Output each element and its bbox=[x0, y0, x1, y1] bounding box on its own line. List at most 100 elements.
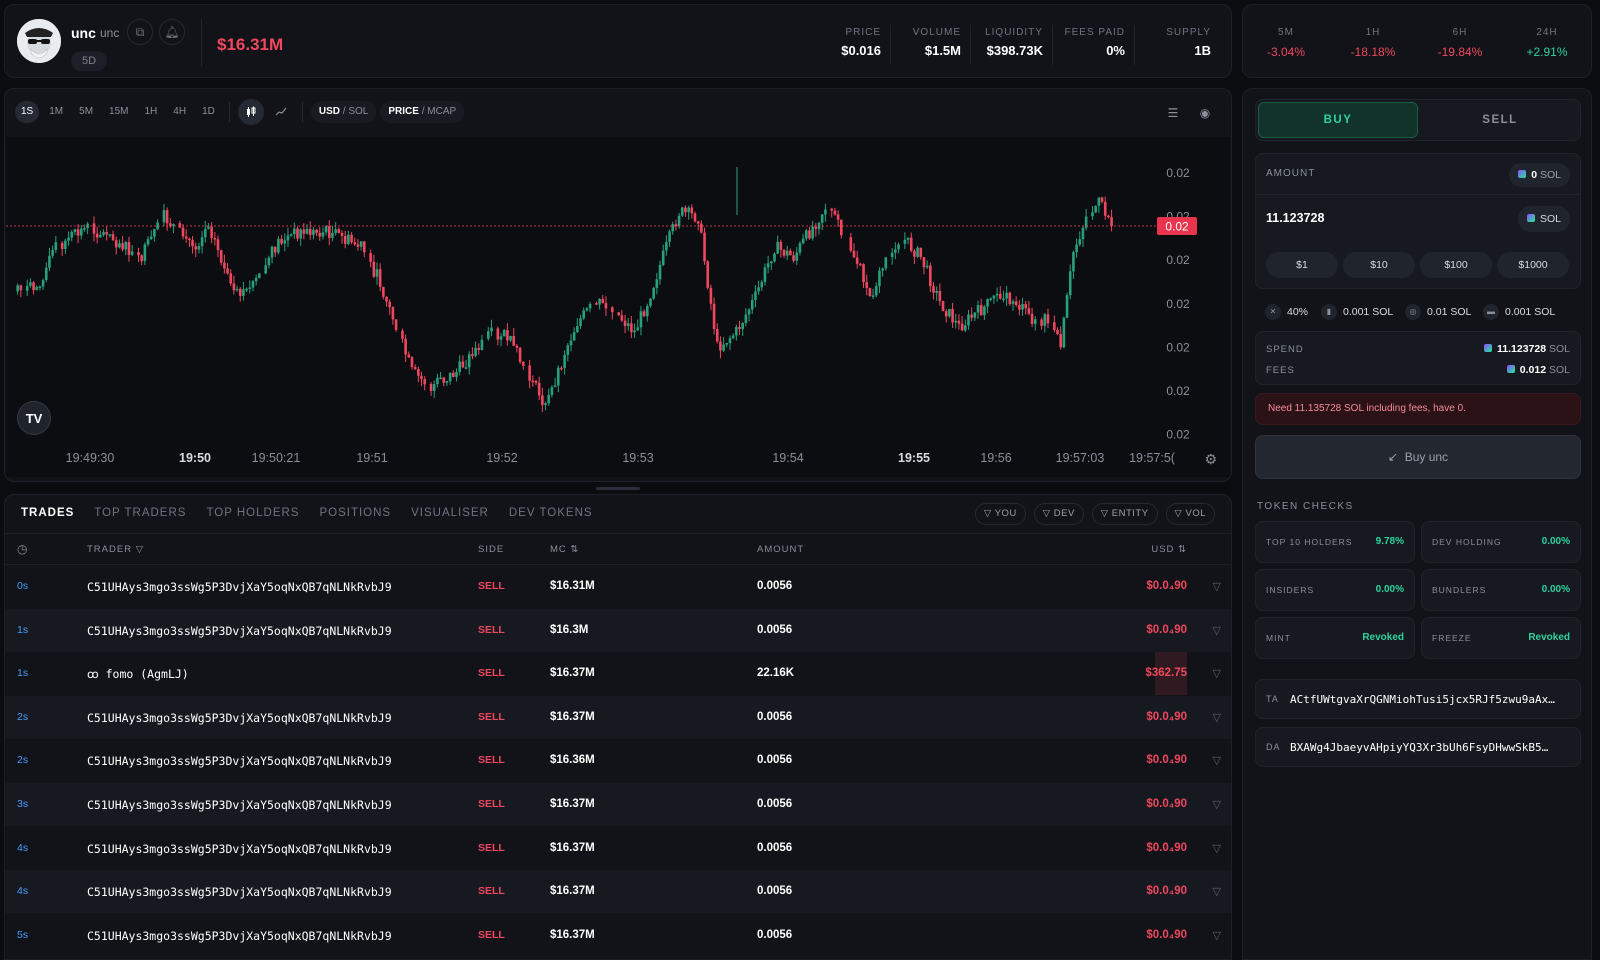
col-usd[interactable]: USD ⇅ bbox=[1151, 544, 1187, 555]
candles-type-button[interactable] bbox=[237, 99, 264, 125]
tab-trades[interactable]: TRADES bbox=[21, 507, 75, 519]
tab-dev-tokens[interactable]: DEV TOKENS bbox=[508, 507, 593, 519]
trade-age: 4s bbox=[17, 841, 29, 854]
token-avatar[interactable] bbox=[17, 19, 61, 63]
clock-icon[interactable]: ◷ bbox=[17, 542, 29, 556]
filter-icon: ▽ bbox=[1174, 508, 1183, 519]
timeframe-5m[interactable]: 5M bbox=[79, 106, 94, 117]
timeframe-15m[interactable]: 15M bbox=[109, 106, 129, 117]
sort-icon: ⇅ bbox=[1178, 544, 1187, 555]
trade-trader[interactable]: ꝏ fomo (AgmLJ) bbox=[87, 667, 189, 682]
trade-trader[interactable]: C51UHAys3mgo3ssWg5P3DvjXaY5oqNxQB7qNLNkR… bbox=[87, 754, 392, 769]
candle-body bbox=[515, 345, 519, 348]
trade-trader[interactable]: C51UHAys3mgo3ssWg5P3DvjXaY5oqNxQB7qNLNkR… bbox=[87, 710, 392, 725]
currency-toggle[interactable]: USD / SOL bbox=[310, 101, 377, 123]
candle-body bbox=[512, 335, 516, 346]
preset-1[interactable]: $1 bbox=[1266, 252, 1338, 278]
timeframe-1h[interactable]: 1H bbox=[144, 106, 158, 117]
trade-trader[interactable]: C51UHAys3mgo3ssWg5P3DvjXaY5oqNxQB7qNLNkR… bbox=[87, 928, 392, 943]
tip-setting[interactable]: ◎ 0.01 SOL bbox=[1405, 304, 1471, 320]
filter-trader-icon[interactable]: ▽ bbox=[1212, 581, 1221, 593]
tab-top-holders[interactable]: TOP HOLDERS bbox=[206, 507, 300, 519]
candle-body bbox=[289, 234, 293, 236]
tab-top-traders[interactable]: TOP TRADERS bbox=[94, 507, 187, 519]
line-type-button[interactable] bbox=[268, 99, 294, 125]
chart-settings-button[interactable]: ⚙ bbox=[1204, 451, 1217, 468]
table-row[interactable]: 5s C51UHAys3mgo3ssWg5P3DvjXaY5oqNxQB7qNLN… bbox=[5, 914, 1231, 957]
y-tick-label: 0.02 bbox=[1166, 166, 1190, 180]
trade-trader[interactable]: C51UHAys3mgo3ssWg5P3DvjXaY5oqNxQB7qNLNkR… bbox=[87, 623, 392, 638]
table-row[interactable]: 3s C51UHAys3mgo3ssWg5P3DvjXaY5oqNxQB7qNLN… bbox=[5, 783, 1231, 826]
table-row[interactable]: 2s C51UHAys3mgo3ssWg5P3DvjXaY5oqNxQB7qNLN… bbox=[5, 695, 1231, 739]
amount-input[interactable]: 11.123728 bbox=[1266, 211, 1325, 225]
tab-visualiser[interactable]: VISUALISER bbox=[411, 507, 489, 519]
timeframe-4h[interactable]: 4H bbox=[173, 106, 187, 117]
preset-1000[interactable]: $1000 bbox=[1497, 252, 1569, 278]
candle-body bbox=[248, 287, 252, 290]
tab-positions[interactable]: POSITIONS bbox=[319, 507, 392, 519]
dev-address-box[interactable]: DA BXAWg4JbaeyvAHpiyYQ3Xr3bUh6FsyDHwwSkB… bbox=[1255, 727, 1581, 767]
table-row[interactable]: 1s C51UHAys3mgo3ssWg5P3DvjXaY5oqNxQB7qNLN… bbox=[5, 608, 1231, 652]
candle-body bbox=[337, 229, 341, 233]
amount-label: AMOUNT bbox=[1266, 168, 1316, 179]
tradingview-logo-icon[interactable]: TV bbox=[17, 401, 51, 435]
sell-tab[interactable]: SELL bbox=[1482, 114, 1518, 126]
candle-body bbox=[849, 237, 853, 251]
filter-trader-icon[interactable]: ▽ bbox=[1212, 624, 1221, 637]
token-address-box[interactable]: TA ACtfUWtgvaXrQGNMiohTusi5jcx5RJf5zwu9a… bbox=[1255, 679, 1581, 719]
timeframe-1m[interactable]: 1M bbox=[49, 106, 64, 117]
amount-unit-selector[interactable]: SOL bbox=[1517, 206, 1570, 232]
trade-trader[interactable]: C51UHAys3mgo3ssWg5P3DvjXaY5oqNxQB7qNLNkR… bbox=[87, 798, 392, 812]
da-value[interactable]: BXAWg4JbaeyvAHpiyYQ3Xr3bUh6FsyDHwwSkB5… bbox=[1290, 741, 1549, 754]
filter-trader-icon[interactable]: ▽ bbox=[1212, 755, 1221, 768]
col-trader[interactable]: TRADER ▽ bbox=[87, 544, 144, 555]
candle-body bbox=[118, 243, 121, 248]
panel-resize-handle[interactable] bbox=[596, 487, 640, 490]
filter-entity[interactable]: ▽ ENTITY bbox=[1091, 503, 1158, 525]
candle-body bbox=[1002, 298, 1005, 300]
trade-trader[interactable]: C51UHAys3mgo3ssWg5P3DvjXaY5oqNxQB7qNLNkR… bbox=[87, 885, 392, 900]
buy-button[interactable]: ↙ Buy unc bbox=[1255, 435, 1581, 479]
price-chart[interactable]: 0.02 0.02 0.02 0.02 0.02 0.02 0.02 19:49:30 19:5… bbox=[6, 137, 1230, 477]
candle-body bbox=[149, 236, 153, 240]
slippage-setting[interactable]: ✕ 40% bbox=[1265, 304, 1308, 320]
trade-trader[interactable]: C51UHAys3mgo3ssWg5P3DvjXaY5oqNxQB7qNLNkR… bbox=[87, 580, 392, 594]
screenshot-button[interactable]: ◉ bbox=[1193, 101, 1217, 125]
filter-trader-icon[interactable]: ▽ bbox=[1212, 668, 1221, 681]
trade-trader[interactable]: C51UHAys3mgo3ssWg5P3DvjXaY5oqNxQB7qNLNkR… bbox=[87, 841, 392, 856]
alert-button[interactable]: 🔔︎ bbox=[159, 19, 185, 45]
table-row[interactable]: 1s ꝏ fomo (AgmLJ) SELL $16.37M 22.16K $362.75… bbox=[5, 652, 1231, 696]
priority-fee-setting[interactable]: ▮ 0.001 SOL bbox=[1321, 304, 1393, 320]
metric-toggle[interactable]: PRICE / MCAP bbox=[380, 101, 465, 123]
candle-body bbox=[467, 354, 471, 368]
filter-vol[interactable]: ▽ VOL bbox=[1165, 503, 1215, 525]
timeframe-1d[interactable]: 1D bbox=[202, 106, 215, 117]
candle-body bbox=[496, 328, 500, 340]
filter-you[interactable]: ▽ YOU bbox=[974, 503, 1026, 525]
table-row[interactable]: 0s C51UHAys3mgo3ssWg5P3DvjXaY5oqNxQB7qNLN… bbox=[5, 565, 1231, 608]
copy-address-button[interactable]: ⧉ bbox=[127, 19, 153, 45]
filter-trader-icon[interactable]: ▽ bbox=[1212, 886, 1221, 899]
candle-body bbox=[111, 234, 115, 241]
balance-pill[interactable]: 0 SOL bbox=[1509, 163, 1570, 187]
filter-trader-icon[interactable]: ▽ bbox=[1212, 842, 1221, 855]
candle-body bbox=[833, 210, 837, 215]
timeframe-1s[interactable]: 1S bbox=[15, 101, 40, 123]
table-row[interactable]: 2s C51UHAys3mgo3ssWg5P3DvjXaY5oqNxQB7qNLN… bbox=[5, 739, 1231, 782]
preset-10[interactable]: $10 bbox=[1343, 252, 1415, 278]
indicator-settings-button[interactable]: ☰ bbox=[1161, 101, 1185, 125]
buy-tab[interactable]: BUY bbox=[1258, 102, 1418, 138]
table-row[interactable]: 4s C51UHAys3mgo3ssWg5P3DvjXaY5oqNxQB7qNLN… bbox=[5, 870, 1231, 914]
filter-dev[interactable]: ▽ DEV bbox=[1033, 503, 1084, 525]
preset-100[interactable]: $100 bbox=[1420, 252, 1492, 278]
filter-trader-icon[interactable]: ▽ bbox=[1212, 711, 1221, 724]
candle-body bbox=[795, 252, 799, 261]
col-mc[interactable]: MC ⇅ bbox=[550, 544, 579, 555]
candle-body bbox=[490, 327, 493, 332]
filter-trader-icon[interactable]: ▽ bbox=[1212, 929, 1221, 942]
trade-settings-row[interactable]: ✕ 40% ▮ 0.001 SOL ◎ 0.01 SOL ▬ 0.001 SOL bbox=[1255, 301, 1581, 323]
table-row[interactable]: 4s C51UHAys3mgo3ssWg5P3DvjXaY5oqNxQB7qNLN… bbox=[5, 827, 1231, 870]
filter-trader-icon[interactable]: ▽ bbox=[1212, 799, 1221, 811]
bribe-setting[interactable]: ▬ 0.001 SOL bbox=[1483, 304, 1555, 320]
ta-value[interactable]: ACtfUWtgvaXrQGNMiohTusi5jcx5RJf5zwu9aAx… bbox=[1290, 693, 1555, 706]
